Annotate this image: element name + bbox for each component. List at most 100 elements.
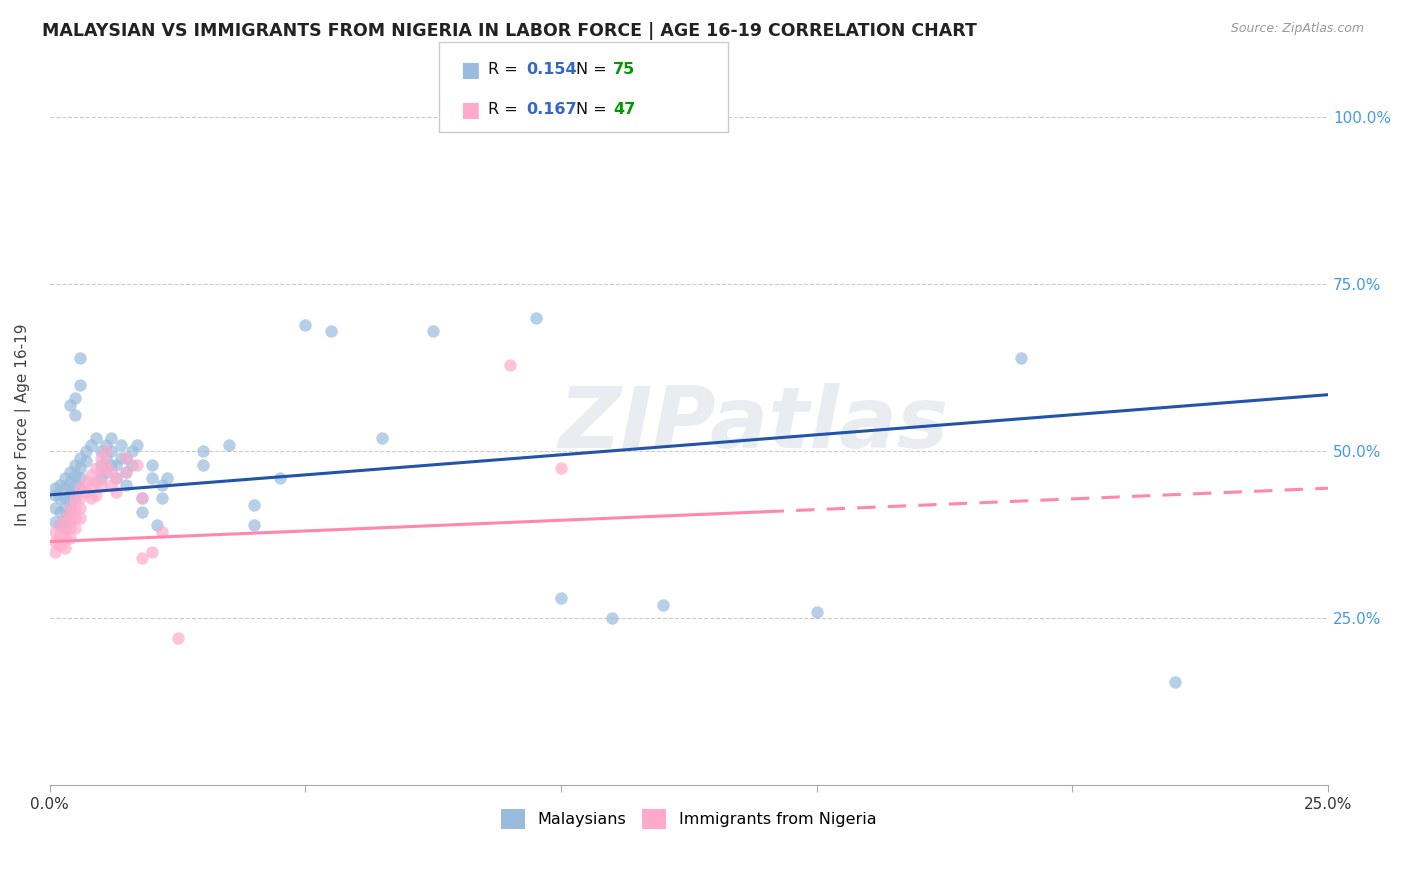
Point — [75, 484, 97, 499]
Point — [141, 544, 163, 558]
Point — [294, 318, 316, 332]
Point — [84, 431, 107, 445]
Point — [115, 478, 138, 492]
Point — [53, 471, 76, 485]
Point — [44, 544, 66, 558]
Point — [150, 491, 173, 506]
Point — [49, 505, 72, 519]
Point — [59, 531, 82, 545]
Text: R =: R = — [488, 103, 523, 117]
Point — [422, 324, 444, 338]
Point — [550, 591, 572, 606]
Point — [49, 491, 72, 506]
Point — [524, 310, 547, 325]
Point — [69, 377, 91, 392]
Point — [806, 605, 828, 619]
Point — [69, 351, 91, 365]
Point — [79, 467, 101, 482]
Point — [146, 517, 169, 532]
Point — [90, 451, 112, 466]
Point — [652, 598, 675, 612]
Point — [131, 491, 153, 506]
Point — [49, 478, 72, 492]
Point — [319, 324, 342, 338]
Point — [69, 481, 91, 495]
Point — [53, 521, 76, 535]
Point — [243, 517, 266, 532]
Point — [131, 551, 153, 566]
Point — [59, 515, 82, 529]
Point — [105, 458, 128, 472]
Point — [59, 398, 82, 412]
Point — [100, 431, 122, 445]
Text: Source: ZipAtlas.com: Source: ZipAtlas.com — [1230, 22, 1364, 36]
Text: 75: 75 — [613, 62, 636, 77]
Y-axis label: In Labor Force | Age 16-19: In Labor Force | Age 16-19 — [15, 324, 31, 526]
Point — [110, 438, 132, 452]
Point — [65, 491, 87, 506]
Point — [79, 478, 101, 492]
Point — [53, 511, 76, 525]
Point — [84, 461, 107, 475]
Point — [59, 484, 82, 499]
Text: 0.154: 0.154 — [526, 62, 576, 77]
Point — [59, 475, 82, 489]
Point — [115, 451, 138, 466]
Point — [218, 438, 240, 452]
Point — [110, 451, 132, 466]
Point — [49, 538, 72, 552]
Point — [156, 471, 179, 485]
Point — [69, 491, 91, 506]
Text: 47: 47 — [613, 103, 636, 117]
Point — [100, 444, 122, 458]
Point — [105, 471, 128, 485]
Point — [49, 517, 72, 532]
Point — [69, 461, 91, 475]
Point — [90, 444, 112, 458]
Point — [105, 471, 128, 485]
Text: R =: R = — [488, 62, 523, 77]
Point — [90, 471, 112, 485]
Point — [59, 521, 82, 535]
Point — [53, 491, 76, 506]
Point — [115, 465, 138, 479]
Point — [44, 481, 66, 495]
Point — [131, 505, 153, 519]
Point — [90, 465, 112, 479]
Point — [105, 484, 128, 499]
Point — [75, 475, 97, 489]
Point — [59, 465, 82, 479]
Point — [166, 632, 188, 646]
Text: N =: N = — [576, 103, 613, 117]
Point — [141, 458, 163, 472]
Point — [49, 528, 72, 542]
Point — [90, 458, 112, 472]
Point — [44, 501, 66, 516]
Point — [69, 481, 91, 495]
Point — [53, 511, 76, 525]
Point — [94, 438, 117, 452]
Point — [65, 458, 87, 472]
Point — [94, 465, 117, 479]
Point — [100, 458, 122, 472]
Point — [100, 478, 122, 492]
Text: ■: ■ — [460, 60, 479, 79]
Point — [121, 458, 143, 472]
Point — [75, 444, 97, 458]
Text: ZIPatlas: ZIPatlas — [558, 384, 948, 467]
Point — [53, 521, 76, 535]
Point — [49, 517, 72, 532]
Point — [269, 471, 291, 485]
Point — [191, 444, 214, 458]
Point — [191, 458, 214, 472]
Legend: Malaysians, Immigrants from Nigeria: Malaysians, Immigrants from Nigeria — [495, 803, 883, 835]
Point — [65, 478, 87, 492]
Point — [53, 541, 76, 556]
Point — [79, 438, 101, 452]
Point — [125, 458, 148, 472]
Point — [94, 451, 117, 466]
Point — [371, 431, 394, 445]
Point — [125, 438, 148, 452]
Point — [499, 358, 522, 372]
Point — [65, 467, 87, 482]
